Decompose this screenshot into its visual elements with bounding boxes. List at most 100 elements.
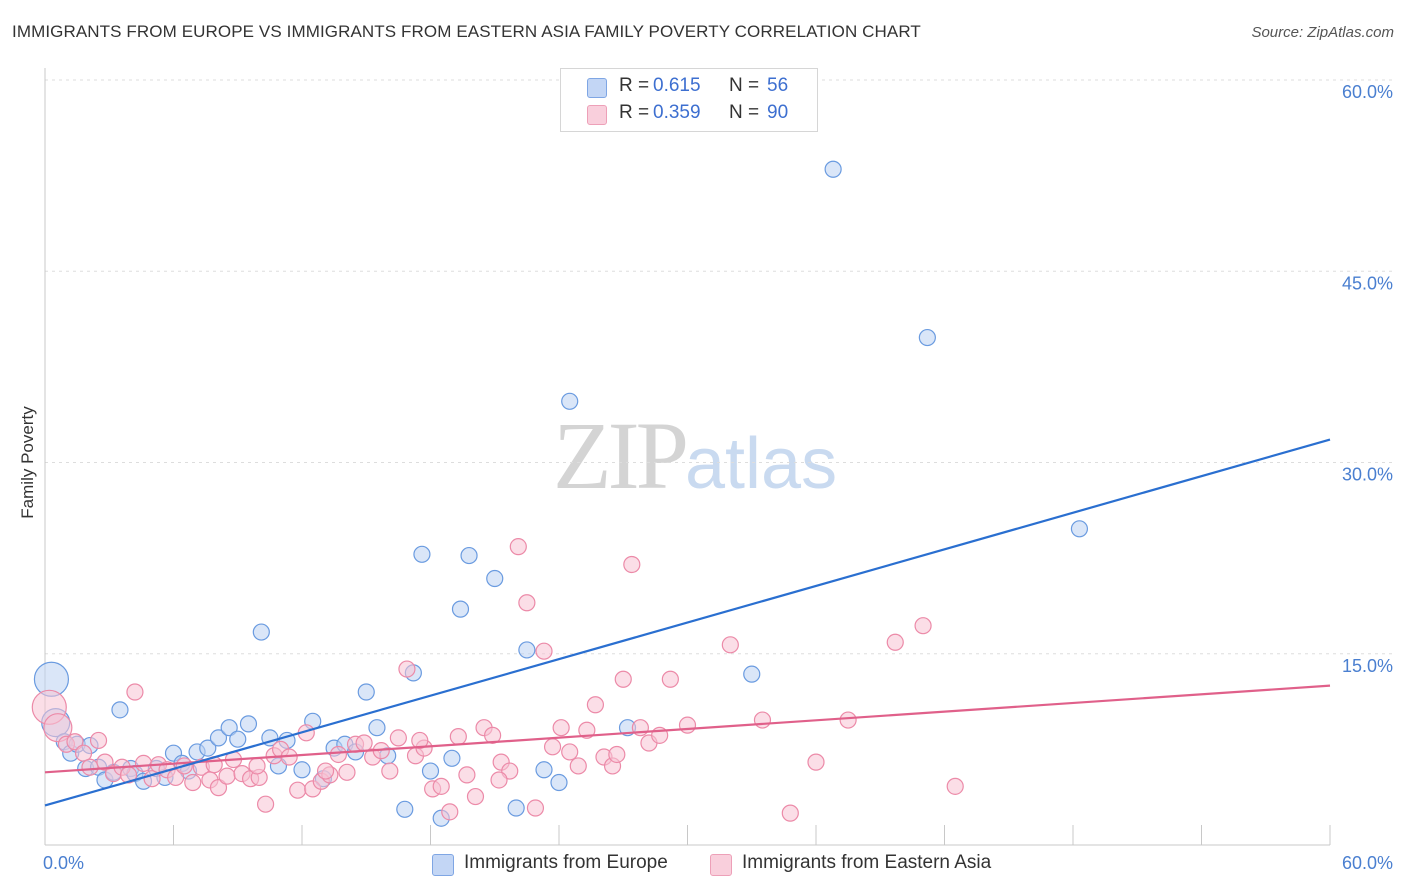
bottom-legend-label-europe: Immigrants from Europe [464,852,668,873]
asia-point [89,731,108,750]
europe-point [421,762,440,780]
legend-r-value-asia: 0.359 [653,102,701,123]
asia-point [623,555,641,574]
stats-legend: R = 0.615 N = 56 R = 0.359 N = 90 [560,68,818,132]
legend-swatch-europe [587,78,607,98]
europe-point [535,761,553,779]
legend-r-label: R = [619,75,650,96]
asia-point [753,711,772,729]
bottom-legend-label-asia: Immigrants from Eastern Asia [742,852,992,873]
asia-point [248,757,266,775]
europe-point [368,719,386,737]
asia-point [561,743,579,761]
asia-point [184,773,202,792]
europe-point [111,701,129,719]
asia-point [449,728,467,746]
asia-point [535,642,553,660]
europe-point [396,800,414,818]
europe-point [550,773,568,792]
europe-point [824,160,842,178]
europe-point [443,749,461,767]
y-tick-label: 45.0% [1342,273,1393,293]
asia-point [526,799,545,817]
asia-point [886,633,904,651]
asia-point [329,745,348,764]
trend-line-asia [44,684,1331,774]
europe-point [199,739,217,757]
europe-point [518,641,536,659]
asia-point [355,734,373,752]
asia-point [381,762,399,780]
legend-n-label: N = [729,102,760,123]
asia-point [578,721,596,739]
legend-r-value-europe: 0.615 [653,75,701,96]
asia-point [543,738,562,756]
asia-point [411,731,429,750]
grid-lines [45,79,1392,655]
europe-point [220,719,238,737]
asia-point [389,729,407,747]
europe-point [460,546,478,565]
trend-lines [44,438,1331,807]
europe-point [743,665,761,683]
asia-point [66,733,84,751]
chart-title: IMMIGRANTS FROM EUROPE VS IMMIGRANTS FRO… [12,22,921,41]
asia-point [134,754,153,773]
asia-point [74,744,93,762]
trend-line-europe [44,438,1331,807]
asia-point [441,803,459,821]
europe-point [209,729,228,747]
asia-point [586,696,605,714]
legend-n-label: N = [729,75,760,96]
source-label: Source: ZipAtlas.com [1251,24,1394,41]
asia-point [807,753,825,771]
legend-swatch-asia [587,105,607,125]
asia-point [518,594,536,612]
asia-point [81,758,99,776]
x-tick-label: 0.0% [43,853,84,873]
asia-point [946,777,964,795]
asia-point [490,771,508,789]
asia-point [167,768,185,787]
europe-point [486,569,504,588]
asia-point [338,763,356,781]
asia-point [552,719,570,737]
asia-point [608,745,626,764]
asia-point [721,636,739,654]
y-tick-label: 30.0% [1342,465,1393,485]
y-tick-label: 60.0% [1342,82,1393,102]
europe-point [451,600,470,618]
europe-point [507,799,525,817]
asia-point [316,762,335,780]
asia-point [126,683,144,701]
asia-point [661,670,679,688]
europe-point [561,392,579,410]
asia-point [218,767,236,785]
asia-point [209,779,228,797]
europe-point [1070,520,1089,538]
europe-point [239,715,258,733]
legend-r-label: R = [619,102,650,123]
asia-point [398,660,416,678]
asia-point [614,670,632,688]
asia-point [96,753,114,771]
asia-point [484,726,502,744]
asia-point [509,538,527,556]
legend-n-value-asia: 90 [767,102,789,123]
asia-point [678,716,697,734]
y-axis-title: Family Poverty [18,406,37,519]
europe-point [413,545,431,563]
y-tick-label: 15.0% [1342,656,1393,676]
europe-point [252,623,270,641]
asia-point [458,766,476,784]
asia-point [43,713,73,743]
asia-point [466,787,485,806]
asia-point [432,777,450,795]
legend-n-value-europe: 56 [767,75,789,96]
asia-point [569,757,587,775]
bottom-legend-swatch-europe [432,854,454,876]
asia-point [839,711,857,729]
tick-labels: 15.0% 30.0% 45.0% 60.0% 0.0% 60.0% Family Pove… [18,82,1393,873]
bottom-legend-swatch-asia [710,854,732,876]
